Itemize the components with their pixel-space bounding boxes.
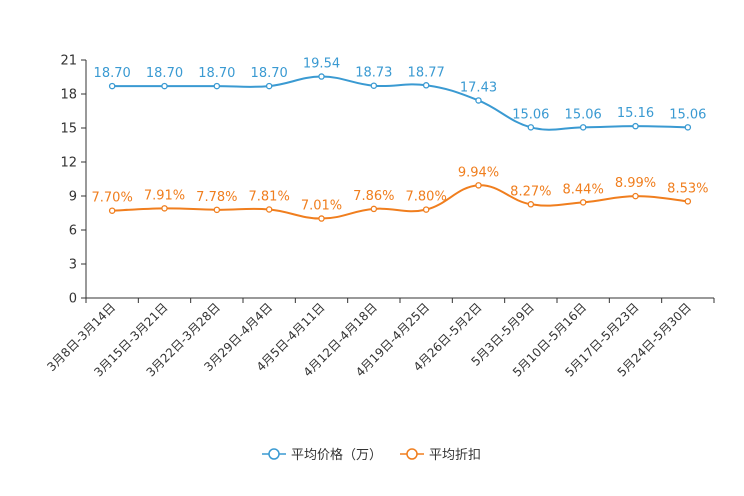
data-label-price: 17.43 bbox=[460, 80, 497, 95]
data-point-price[interactable] bbox=[684, 124, 692, 131]
legend-marker-price bbox=[268, 448, 280, 460]
data-point-price[interactable] bbox=[108, 82, 116, 90]
y-tick-label: 3 bbox=[69, 258, 77, 273]
data-point-discount[interactable] bbox=[161, 205, 168, 212]
data-label-price: 15.16 bbox=[617, 106, 654, 121]
y-tick-label: 15 bbox=[60, 122, 77, 137]
data-label-price: 15.06 bbox=[669, 107, 706, 122]
data-point-discount[interactable] bbox=[422, 206, 430, 213]
data-label-discount: 7.78% bbox=[196, 190, 237, 205]
series-line-discount bbox=[112, 184, 688, 220]
data-labels: 18.70 18.70 18.70 18.70 19.54 18.73 18.77 17.43… bbox=[92, 57, 709, 214]
data-label-price: 15.06 bbox=[512, 107, 549, 122]
data-label-price: 18.77 bbox=[408, 65, 445, 80]
data-label-discount: 8.99% bbox=[615, 176, 656, 191]
data-label-price: 19.54 bbox=[303, 57, 340, 72]
legend-label-price: 平均价格（万） bbox=[291, 447, 382, 463]
series-layer bbox=[108, 73, 692, 222]
data-point-discount[interactable] bbox=[527, 201, 535, 208]
data-label-discount: 8.53% bbox=[667, 181, 708, 196]
y-tick-label: 9 bbox=[69, 190, 77, 205]
legend[interactable]: 平均价格（万） 平均折扣 bbox=[262, 447, 481, 463]
data-point-discount[interactable] bbox=[108, 207, 116, 214]
data-point-price[interactable] bbox=[422, 82, 430, 89]
data-label-discount: 7.86% bbox=[353, 189, 394, 204]
data-label-discount: 9.94% bbox=[458, 165, 499, 180]
legend-marker-discount bbox=[406, 448, 418, 460]
data-point-discount[interactable] bbox=[318, 215, 325, 222]
data-point-price[interactable] bbox=[161, 82, 168, 90]
y-tick-label: 21 bbox=[60, 54, 77, 69]
data-label-price: 18.70 bbox=[198, 66, 235, 81]
data-label-discount: 8.27% bbox=[510, 184, 551, 199]
data-point-discount[interactable] bbox=[213, 206, 221, 214]
data-label-price: 18.70 bbox=[251, 66, 288, 81]
data-point-price[interactable] bbox=[265, 82, 273, 90]
data-point-price[interactable] bbox=[579, 124, 587, 131]
data-label-discount: 7.01% bbox=[301, 199, 342, 214]
data-point-discount[interactable] bbox=[579, 199, 587, 206]
data-point-price[interactable] bbox=[213, 82, 221, 90]
data-point-discount[interactable] bbox=[475, 182, 482, 189]
data-point-discount[interactable] bbox=[370, 205, 378, 213]
data-point-discount[interactable] bbox=[632, 192, 639, 200]
data-label-price: 18.73 bbox=[355, 66, 392, 81]
y-tick-label: 12 bbox=[60, 156, 77, 171]
y-tick-label: 0 bbox=[69, 292, 77, 307]
data-label-price: 18.70 bbox=[94, 66, 131, 81]
data-point-price[interactable] bbox=[318, 73, 325, 80]
legend-item-discount[interactable]: 平均折扣 bbox=[400, 448, 481, 463]
y-tick-label: 18 bbox=[60, 88, 77, 103]
data-label-discount: 7.80% bbox=[406, 190, 447, 205]
data-point-discount[interactable] bbox=[265, 206, 273, 213]
data-label-discount: 8.44% bbox=[563, 182, 604, 197]
data-label-discount: 7.91% bbox=[144, 188, 185, 203]
data-point-price[interactable] bbox=[632, 122, 639, 130]
data-point-discount[interactable] bbox=[684, 198, 692, 205]
y-tick-label: 6 bbox=[69, 224, 77, 239]
legend-label-discount: 平均折扣 bbox=[429, 448, 481, 463]
data-label-price: 18.70 bbox=[146, 66, 183, 81]
data-point-price[interactable] bbox=[370, 82, 378, 89]
data-label-discount: 7.70% bbox=[92, 191, 133, 206]
axes: 0369121518213月8日-3月14日3月15日-3月21日3月22日-3… bbox=[44, 54, 715, 380]
data-point-price[interactable] bbox=[527, 124, 535, 131]
legend-item-price[interactable]: 平均价格（万） bbox=[262, 447, 382, 463]
data-label-price: 15.06 bbox=[565, 107, 602, 122]
data-label-discount: 7.81% bbox=[249, 189, 290, 204]
data-point-price[interactable] bbox=[475, 97, 482, 104]
series-line-price bbox=[112, 75, 688, 131]
